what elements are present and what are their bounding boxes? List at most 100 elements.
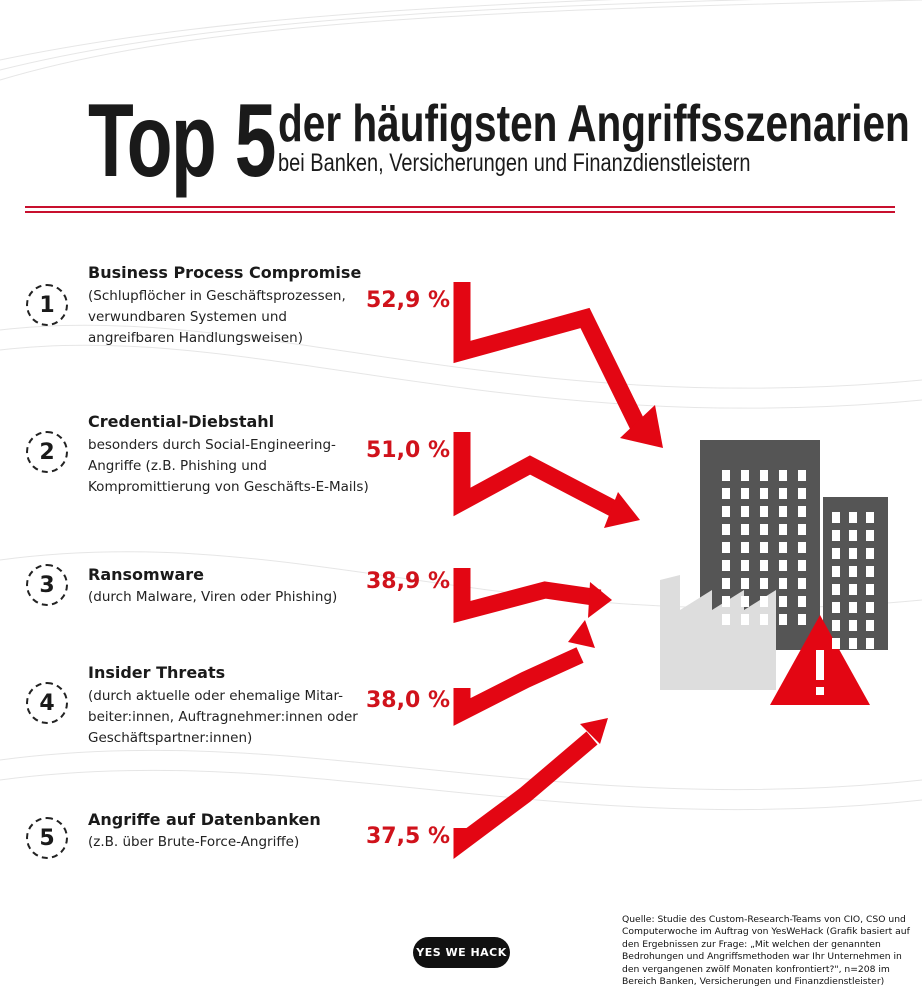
window: [849, 602, 857, 613]
window: [722, 614, 730, 625]
window: [779, 524, 787, 535]
window: [798, 470, 806, 481]
window: [849, 584, 857, 595]
window: [798, 542, 806, 553]
window: [866, 512, 874, 523]
window: [741, 488, 749, 499]
arrow-4: [453, 647, 584, 726]
arrow-5: [453, 731, 598, 859]
window: [832, 620, 840, 631]
item-description: (Schlupflöcher in Geschäftsprozessen, ve…: [88, 288, 346, 346]
window: [779, 560, 787, 571]
window: [866, 584, 874, 595]
window: [779, 488, 787, 499]
window: [741, 578, 749, 589]
item-title: Ransomware: [88, 565, 205, 584]
item-title: Insider Threats: [88, 663, 226, 682]
item-description: (durch aktuelle oder ehemalige Mitar- be…: [88, 688, 358, 746]
window: [760, 506, 768, 517]
window: [832, 566, 840, 577]
page-subtitle: bei Banken, Versicherungen und Finanzdie…: [278, 149, 751, 177]
item-title: Credential-Diebstahl: [88, 412, 275, 431]
window: [779, 506, 787, 517]
window: [741, 506, 749, 517]
window: [760, 524, 768, 535]
window: [832, 584, 840, 595]
window: [722, 542, 730, 553]
yeswehack-logo: YES WE HACK: [413, 937, 510, 968]
window: [741, 470, 749, 481]
window: [722, 560, 730, 571]
window: [832, 512, 840, 523]
source-note: Quelle: Studie des Custom-Research-Teams…: [622, 914, 910, 988]
attack-arrows: [453, 282, 648, 859]
window: [741, 614, 749, 625]
window: [832, 602, 840, 613]
item-percent: 52,9 %: [366, 288, 450, 313]
item-description: (durch Malware, Viren oder Phishing): [88, 589, 338, 605]
window: [849, 548, 857, 559]
window: [779, 470, 787, 481]
window: [760, 542, 768, 553]
window: [779, 578, 787, 589]
window: [798, 614, 806, 625]
window: [760, 470, 768, 481]
divider: [25, 206, 895, 208]
window: [798, 596, 806, 607]
window: [760, 560, 768, 571]
rank-badge: 3: [26, 564, 68, 606]
divider: [25, 211, 895, 213]
window: [866, 530, 874, 541]
window: [849, 512, 857, 523]
window: [722, 470, 730, 481]
item-description: besonders durch Social-Engineering- Angr…: [88, 437, 369, 495]
arrowheads: [568, 405, 663, 744]
rank-badge: 2: [26, 431, 68, 473]
window: [866, 548, 874, 559]
window: [832, 530, 840, 541]
window: [760, 596, 768, 607]
window: [760, 614, 768, 625]
window: [798, 524, 806, 535]
window: [866, 566, 874, 577]
window: [779, 596, 787, 607]
window: [849, 638, 857, 649]
page-title: der häufigsten Angriffsszenarien: [278, 95, 910, 153]
item-percent: 51,0 %: [366, 438, 450, 463]
window: [832, 638, 840, 649]
window: [849, 620, 857, 631]
window: [722, 524, 730, 535]
window: [866, 638, 874, 649]
item-title: Angriffe auf Datenbanken: [88, 810, 321, 829]
arrow-3: [453, 568, 602, 624]
item-percent: 37,5 %: [366, 824, 450, 849]
window: [741, 524, 749, 535]
window: [722, 596, 730, 607]
rank-badge: 1: [26, 284, 68, 326]
window: [798, 488, 806, 499]
window: [849, 566, 857, 577]
window: [832, 548, 840, 559]
window: [866, 620, 874, 631]
item-percent: 38,0 %: [366, 688, 450, 713]
arrow-1: [453, 282, 648, 434]
window: [722, 578, 730, 589]
window: [741, 542, 749, 553]
window: [798, 578, 806, 589]
arrow-2: [453, 432, 624, 520]
window: [741, 596, 749, 607]
item-description: (z.B. über Brute-Force-Angriffe): [88, 834, 300, 850]
item-percent: 38,9 %: [366, 569, 450, 594]
window: [798, 560, 806, 571]
window: [798, 506, 806, 517]
rank-badge: 4: [26, 682, 68, 724]
item-title: Business Process Compromise: [88, 263, 362, 282]
window: [760, 578, 768, 589]
window: [722, 506, 730, 517]
rank-badge: 5: [26, 817, 68, 859]
headline-top5: Top 5: [88, 83, 276, 199]
window: [866, 602, 874, 613]
window: [779, 614, 787, 625]
window: [760, 488, 768, 499]
